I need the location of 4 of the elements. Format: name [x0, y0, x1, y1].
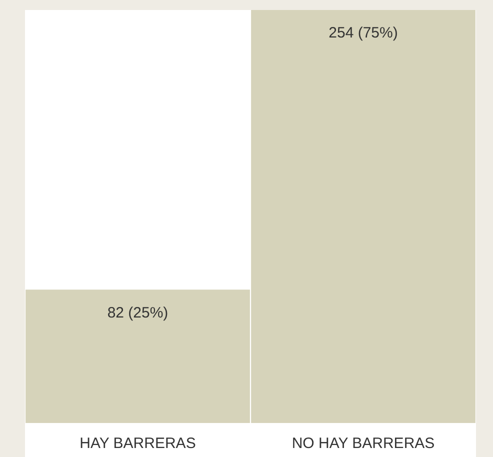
x-tick-label: HAY BARRERAS [80, 435, 196, 452]
data-label: 254 (75%) [328, 24, 398, 42]
data-label: 82 (25%) [107, 304, 168, 322]
x-tick-label: NO HAY BARRERAS [292, 435, 435, 452]
